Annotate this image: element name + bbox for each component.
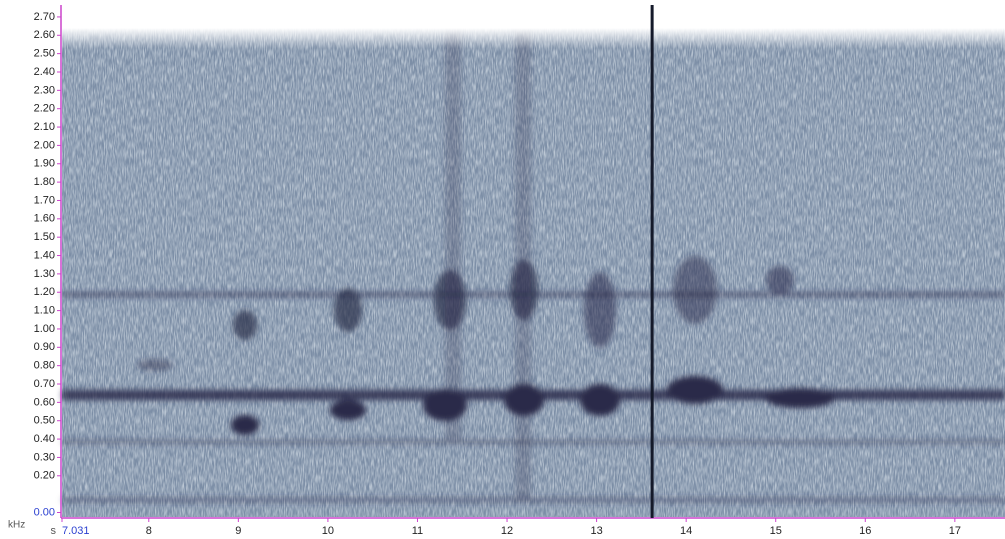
x-tick-label: 7.031	[62, 525, 90, 537]
y-tick-label: 0.80	[34, 360, 55, 372]
y-tick-label: 0.50	[34, 415, 55, 427]
y-tick-label: 2.40	[34, 66, 55, 78]
y-tick-label: 0.90	[34, 341, 55, 353]
y-tick-label: 2.00	[34, 139, 55, 151]
y-tick-label: 2.20	[34, 103, 55, 115]
y-tick-label: 2.10	[34, 121, 55, 133]
y-tick-label: 0.30	[34, 451, 55, 463]
x-axis-label: s	[51, 525, 57, 537]
x-tick-label: 12	[501, 525, 513, 537]
y-tick-label: 1.10	[34, 305, 55, 317]
y-tick-label: 1.80	[34, 176, 55, 188]
y-tick-label: 1.00	[34, 323, 55, 335]
y-tick-label: 0.00	[34, 506, 55, 518]
y-axis-label: kHz	[8, 520, 25, 531]
y-tick-label: 1.30	[34, 268, 55, 280]
y-tick-label: 0.70	[34, 378, 55, 390]
y-tick-label: 1.40	[34, 249, 55, 261]
x-tick-label: 17	[949, 525, 961, 537]
y-tick-label: 1.90	[34, 158, 55, 170]
x-tick-label: 8	[146, 525, 152, 537]
x-tick-label: 9	[235, 525, 241, 537]
y-tick-label: 1.70	[34, 194, 55, 206]
y-tick-label: 0.20	[34, 470, 55, 482]
x-tick-label: 10	[322, 525, 334, 537]
x-tick-label: 16	[859, 525, 871, 537]
x-tick-label: 14	[680, 525, 692, 537]
y-tick-label: 1.60	[34, 213, 55, 225]
y-tick-label: 0.40	[34, 433, 55, 445]
x-tick-label: 15	[770, 525, 782, 537]
y-tick-label: 2.60	[34, 29, 55, 41]
y-tick-label: 0.60	[34, 396, 55, 408]
y-tick-label: 1.50	[34, 231, 55, 243]
x-tick-label: 13	[590, 525, 602, 537]
y-tick-label: 2.30	[34, 84, 55, 96]
y-tick-label: 2.70	[34, 11, 55, 23]
spectrogram-image	[62, 5, 1005, 517]
y-tick-label: 1.20	[34, 286, 55, 298]
x-tick-label: 11	[412, 525, 423, 537]
y-tick-label: 2.50	[34, 48, 55, 60]
